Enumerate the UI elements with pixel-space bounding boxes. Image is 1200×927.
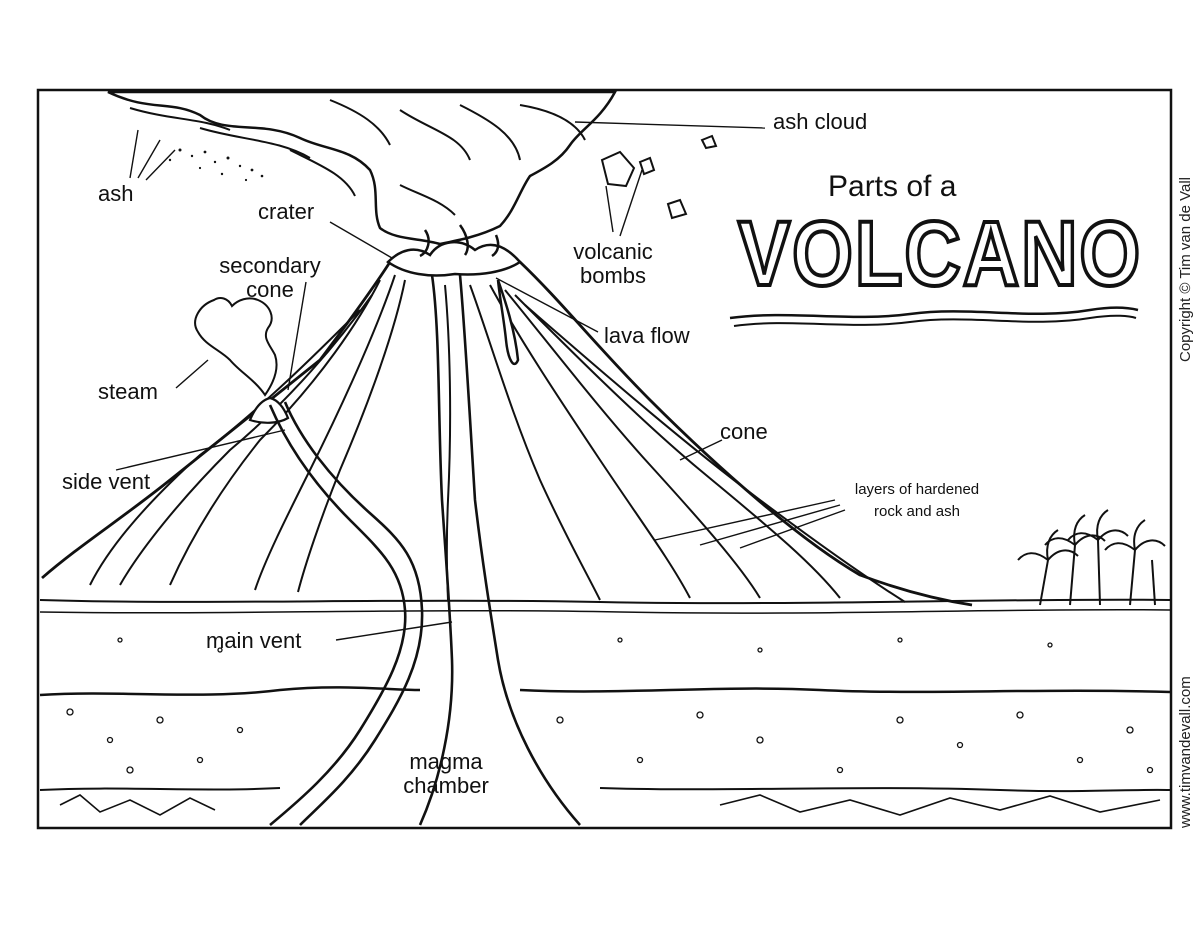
cone-illustration: [41, 260, 973, 607]
palm-trees-illustration: [1017, 509, 1166, 606]
label-magma-chamber: magma chamber: [403, 750, 489, 798]
title-volcano: VOLCANO: [736, 201, 1142, 300]
secondary-cone-illustration: [248, 396, 290, 424]
label-cone: cone: [720, 419, 768, 444]
ground-illustration: [39, 598, 1171, 816]
title-volcano-text: VOLCANO: [738, 203, 1142, 300]
label-volcanic-bombs-line1: volcanic: [573, 239, 653, 264]
title-underline: [729, 306, 1139, 320]
ash-cloud-illustration: [107, 90, 618, 246]
label-secondary-cone: secondary cone: [219, 254, 321, 302]
label-layers-line1: layers of hardened: [854, 481, 980, 498]
copyright-text: Copyright © Tim van de Vall: [1177, 176, 1194, 362]
label-crater: crater: [258, 199, 315, 224]
volcanic-bombs-illustration: [600, 134, 718, 220]
label-volcanic-bombs-line2: bombs: [579, 263, 647, 288]
label-magma-chamber-line1: magma: [409, 749, 483, 774]
label-volcanic-bombs: volcanic bombs: [573, 240, 652, 288]
label-lava-flow: lava flow: [604, 323, 690, 348]
ash-specks: [168, 148, 264, 182]
title-underline-2: [733, 314, 1137, 327]
label-magma-chamber-line2: chamber: [403, 773, 489, 798]
diagram-frame: [36, 88, 1173, 830]
website-text: www.timvandevall.com: [1177, 676, 1194, 828]
label-steam: steam: [98, 379, 158, 404]
label-side-vent: side vent: [62, 469, 151, 494]
vent-illustration: [268, 274, 581, 826]
label-secondary-cone-line2: cone: [246, 277, 294, 302]
label-ash: ash: [98, 181, 134, 206]
label-main-vent: main vent: [206, 628, 302, 653]
label-secondary-cone-line1: secondary: [219, 253, 321, 278]
label-layers: layers of hardened rock and ash: [855, 479, 979, 523]
crater-illustration: [386, 224, 522, 366]
title-prefix: Parts of a: [828, 170, 957, 203]
leader-lines: [115, 121, 846, 641]
ground-pebbles: [66, 637, 1154, 774]
steam-illustration: [194, 297, 278, 397]
label-layers-line2: rock and ash: [874, 503, 960, 520]
label-ash-cloud: ash cloud: [773, 109, 868, 134]
